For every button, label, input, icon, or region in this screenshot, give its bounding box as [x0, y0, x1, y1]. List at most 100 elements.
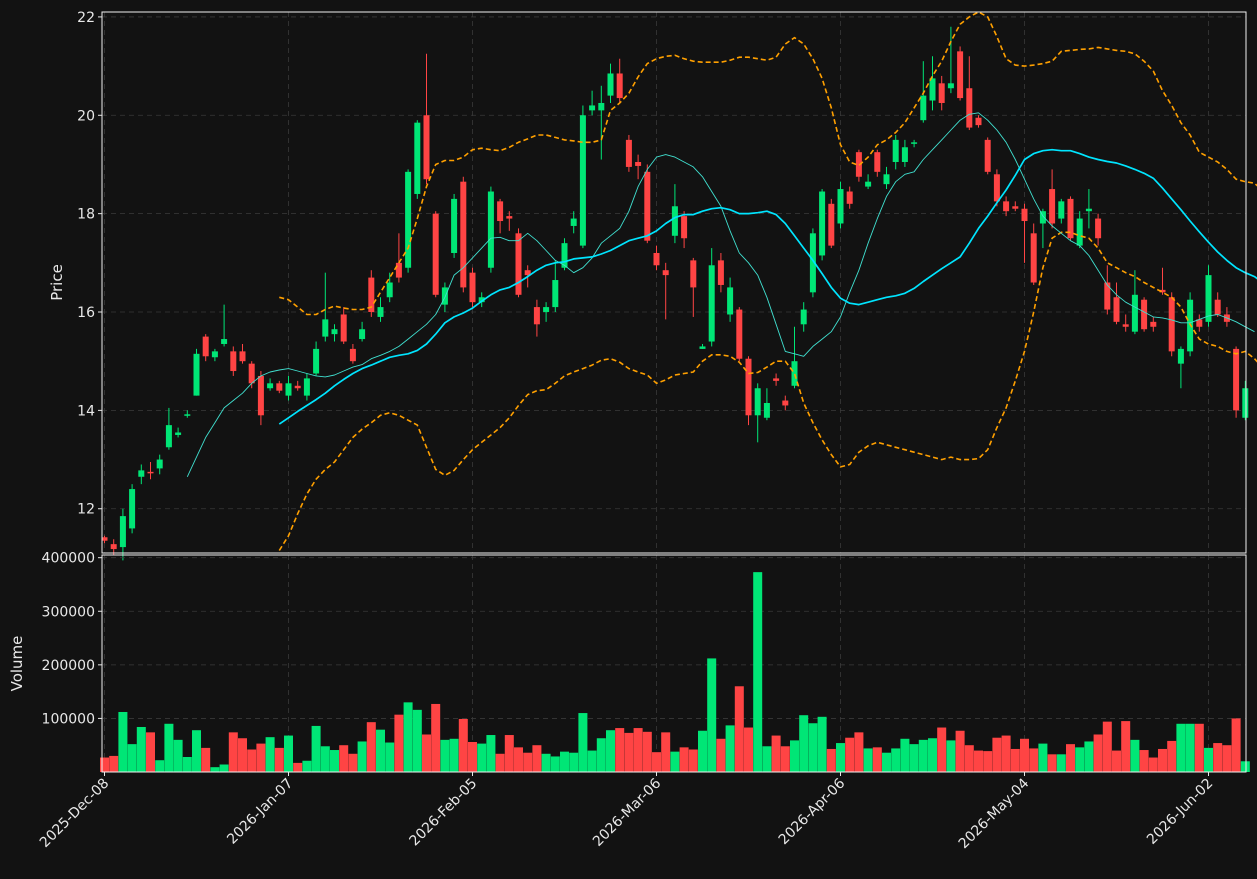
- candle-body: [1141, 299, 1148, 330]
- volume-bar: [1139, 750, 1149, 772]
- volume-bar: [817, 716, 827, 772]
- candle-body: [156, 459, 163, 469]
- volume-bar: [734, 686, 744, 772]
- candle-body: [957, 51, 964, 99]
- volume-bar: [688, 749, 698, 772]
- volume-bar: [385, 742, 395, 772]
- candle-body: [543, 307, 550, 313]
- sma-short-line: [186, 112, 1255, 477]
- candle-body: [671, 206, 678, 236]
- candle-body: [800, 309, 807, 325]
- candle-body: [211, 351, 218, 358]
- candle-body: [791, 361, 798, 386]
- candle-body: [984, 139, 991, 172]
- volume-bar: [192, 730, 201, 772]
- volume-bar: [569, 752, 579, 772]
- candle-body: [239, 351, 246, 362]
- volume-bar: [532, 745, 542, 772]
- volume-bar: [394, 714, 404, 772]
- volume-bar: [918, 739, 928, 772]
- candle-body: [1113, 297, 1120, 322]
- volume-bar: [642, 731, 652, 772]
- candle-body: [865, 181, 872, 187]
- candle-body: [690, 260, 697, 288]
- volume-bar: [127, 744, 137, 772]
- volume-bar: [1112, 750, 1121, 772]
- candle-body: [883, 174, 890, 185]
- candle-body: [395, 262, 402, 278]
- candle-body: [487, 191, 494, 268]
- candle-body: [1076, 218, 1083, 246]
- candle-body: [147, 471, 154, 474]
- candle-body: [966, 88, 973, 128]
- candle-body: [1205, 275, 1212, 322]
- volume-bar: [780, 746, 790, 772]
- volume-bar: [1029, 748, 1039, 772]
- volume-panel: 100000 200000 300000 400000 Volume: [8, 551, 1250, 773]
- volume-y-tick-label: 400000: [42, 551, 95, 567]
- candle-body: [497, 201, 504, 222]
- volume-bar: [136, 726, 146, 772]
- volume-bar: [1084, 741, 1094, 772]
- candle-body: [1030, 233, 1037, 283]
- volume-bar: [707, 658, 717, 772]
- candle-body: [892, 139, 899, 163]
- volume-bar: [440, 739, 450, 772]
- candle-body: [175, 432, 182, 435]
- volume-frame: [101, 554, 1247, 773]
- volume-bar: [523, 752, 533, 772]
- volume-bar: [900, 738, 910, 772]
- volume-bar: [1222, 745, 1232, 772]
- volume-bar: [320, 746, 330, 772]
- volume-bar: [1213, 743, 1223, 772]
- candle-body: [469, 272, 476, 303]
- volume-bar: [826, 748, 836, 772]
- volume-bar: [284, 735, 293, 772]
- volume-bar: [339, 745, 349, 772]
- volume-bar: [836, 743, 845, 772]
- volume-bar: [422, 734, 431, 772]
- candle-body: [938, 83, 945, 103]
- candle-body: [349, 348, 356, 362]
- candle-body: [1095, 218, 1102, 239]
- volume-bar: [762, 746, 772, 772]
- candle-body: [681, 216, 688, 239]
- candle-body: [901, 147, 908, 163]
- sma-long-line: [278, 148, 1257, 425]
- candle-body: [745, 358, 752, 416]
- candle-body: [1159, 289, 1166, 293]
- volume-bar: [596, 738, 606, 772]
- candle-body: [110, 544, 117, 550]
- volume-bar: [146, 732, 155, 772]
- candle-body: [1177, 348, 1184, 364]
- volume-bar: [560, 751, 569, 772]
- volume-bar: [854, 732, 864, 772]
- candle-body: [1242, 388, 1249, 418]
- candle-body: [828, 203, 835, 246]
- price-axis-label: Price: [48, 264, 66, 301]
- volume-bar: [238, 738, 247, 772]
- candle-body: [193, 353, 200, 396]
- candle-body: [257, 375, 264, 416]
- candle-body: [1049, 189, 1056, 224]
- candle-body: [607, 73, 614, 96]
- volume-bar: [256, 743, 266, 772]
- candle-body: [1067, 198, 1074, 239]
- candle-body: [359, 329, 366, 340]
- volume-bar: [1240, 761, 1250, 772]
- volume-bar: [468, 741, 477, 772]
- candle-body: [1021, 208, 1028, 222]
- candle-body: [653, 252, 660, 266]
- volume-bar: [164, 723, 174, 772]
- volume-bar: [633, 728, 643, 772]
- volume-y-tick-label: 200000: [42, 658, 95, 674]
- volume-bar: [366, 722, 376, 772]
- volume-bar: [771, 735, 781, 772]
- volume-bar: [210, 767, 220, 772]
- volume-bar: [274, 747, 284, 772]
- candle-body: [635, 162, 642, 166]
- candle-body: [313, 348, 320, 374]
- price-y-tick-label: 22: [77, 10, 95, 26]
- volume-bar: [302, 760, 312, 772]
